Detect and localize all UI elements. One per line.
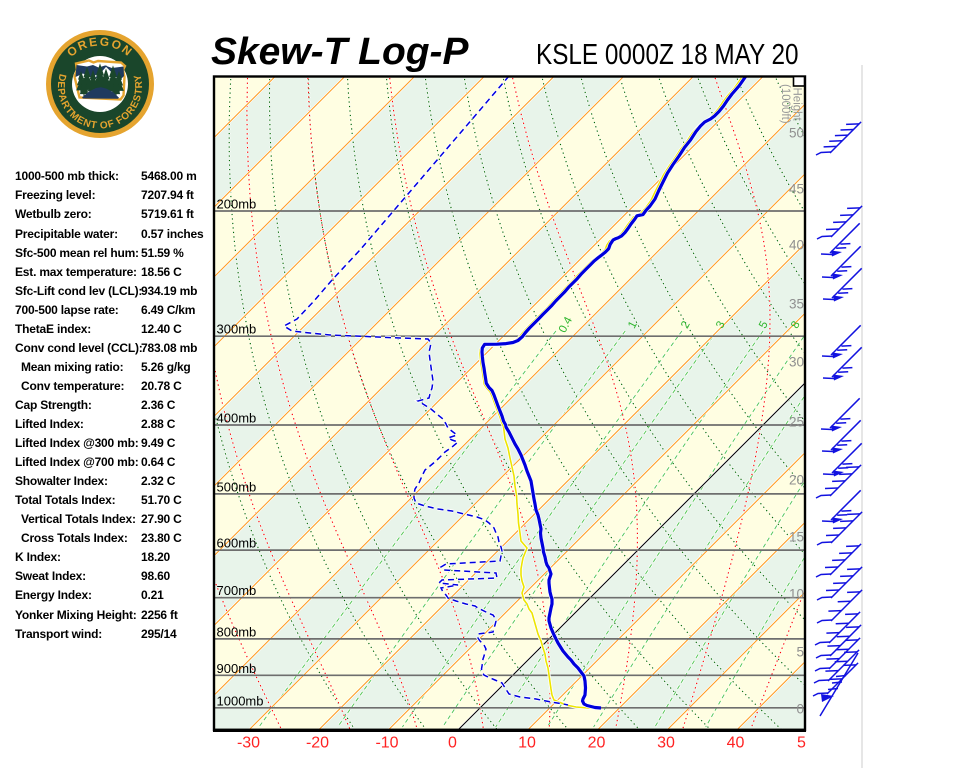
svg-text:5: 5 bbox=[797, 735, 806, 752]
svg-text:40: 40 bbox=[727, 735, 745, 752]
svg-text:15: 15 bbox=[789, 530, 804, 545]
svg-text:-30: -30 bbox=[237, 735, 260, 752]
svg-text:35: 35 bbox=[789, 297, 804, 312]
svg-text:Height: Height bbox=[791, 88, 803, 122]
svg-text:900mb: 900mb bbox=[217, 661, 257, 676]
svg-text:10: 10 bbox=[518, 735, 536, 752]
svg-text:-20: -20 bbox=[306, 735, 329, 752]
svg-text:700mb: 700mb bbox=[217, 583, 257, 598]
svg-text:40: 40 bbox=[789, 238, 804, 253]
svg-text:500mb: 500mb bbox=[217, 479, 257, 494]
svg-text:45: 45 bbox=[789, 182, 804, 197]
svg-text:5: 5 bbox=[757, 319, 771, 330]
svg-text:8: 8 bbox=[789, 319, 803, 330]
svg-text:30: 30 bbox=[789, 355, 804, 370]
svg-text:600mb: 600mb bbox=[217, 536, 257, 551]
svg-text:20: 20 bbox=[588, 735, 606, 752]
svg-text:200mb: 200mb bbox=[217, 197, 257, 212]
svg-text:(1000ft): (1000ft) bbox=[779, 84, 791, 124]
svg-text:10: 10 bbox=[789, 587, 804, 602]
svg-text:2: 2 bbox=[679, 319, 693, 330]
svg-text:3: 3 bbox=[714, 319, 728, 330]
svg-text:25: 25 bbox=[789, 415, 804, 430]
svg-text:30: 30 bbox=[657, 735, 675, 752]
svg-text:800mb: 800mb bbox=[217, 624, 257, 639]
svg-text:-10: -10 bbox=[375, 735, 398, 752]
svg-text:300mb: 300mb bbox=[217, 322, 257, 337]
svg-text:1: 1 bbox=[626, 319, 640, 330]
svg-text:400mb: 400mb bbox=[217, 411, 257, 426]
svg-text:1000mb: 1000mb bbox=[217, 693, 264, 708]
svg-text:0: 0 bbox=[448, 735, 457, 752]
svg-text:20: 20 bbox=[789, 473, 804, 488]
svg-text:50: 50 bbox=[789, 126, 804, 141]
svg-text:5: 5 bbox=[796, 645, 804, 660]
svg-text:0: 0 bbox=[796, 702, 804, 717]
